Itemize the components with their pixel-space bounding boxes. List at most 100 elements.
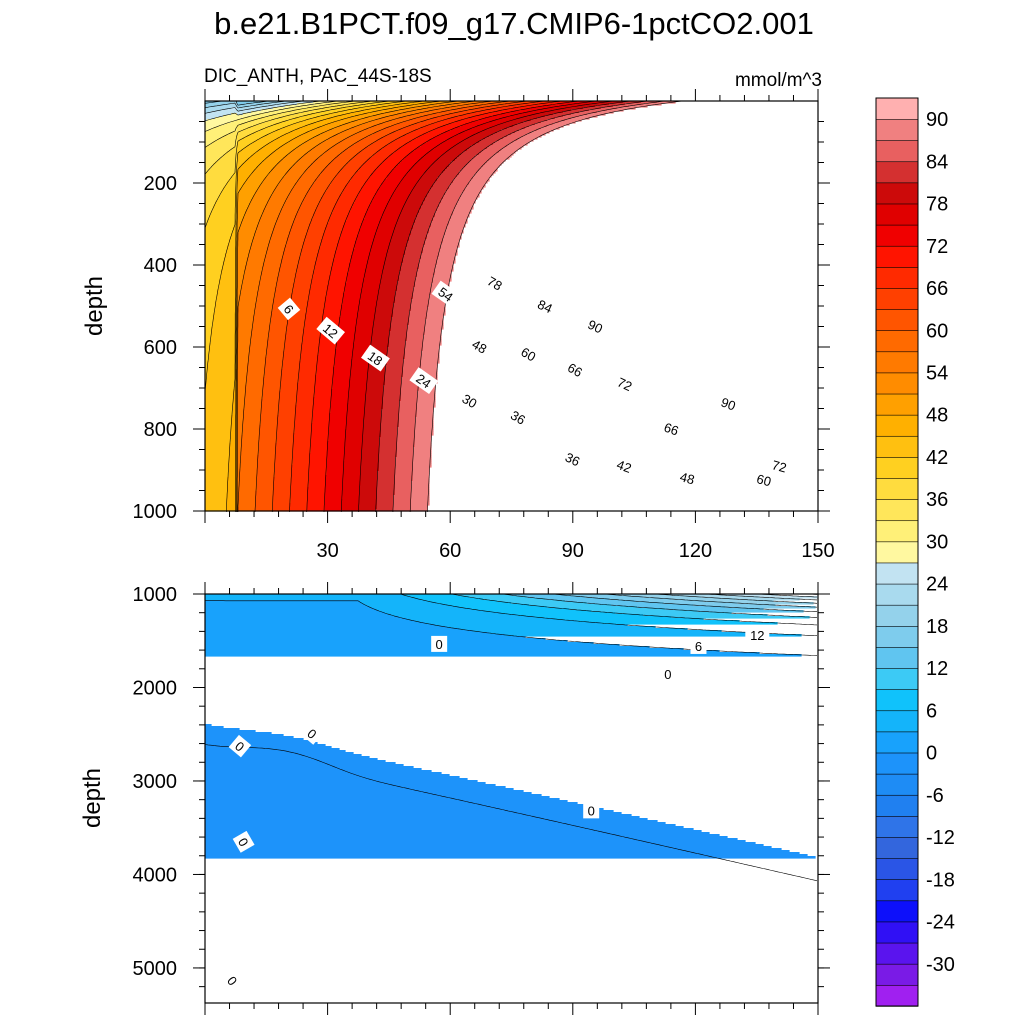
contour-cell [473, 177, 490, 180]
contour-cell [205, 237, 232, 240]
contour-cell [343, 297, 362, 300]
contour-cell [239, 301, 258, 304]
contour-cell [407, 155, 426, 158]
contour-cell [275, 187, 294, 190]
contour-cell [413, 291, 432, 294]
contour-cell [397, 439, 416, 442]
contour-cell [205, 157, 222, 160]
contour-cell [393, 309, 412, 312]
contour-cell [355, 333, 374, 336]
contour-cell [241, 465, 258, 468]
contour-cell [343, 469, 362, 472]
contour-cell [359, 509, 376, 512]
contour-cell [237, 491, 240, 494]
contour-cell [281, 373, 300, 376]
contour-cell [469, 117, 486, 120]
contour-cell [303, 143, 320, 146]
contour-cell [405, 175, 424, 178]
contour-cell [205, 806, 596, 809]
contour-cell [237, 335, 252, 338]
contour-cell [205, 159, 220, 162]
contour-cell [305, 125, 324, 128]
contour-cell [317, 363, 336, 366]
contour-cell [333, 369, 352, 372]
contour-cell [291, 293, 310, 296]
contour-cell [237, 209, 248, 212]
contour-cell [239, 189, 258, 192]
contour-cell [205, 828, 694, 831]
contour-cell [417, 403, 436, 406]
contour-cell [379, 437, 398, 440]
contour-cell [205, 219, 208, 222]
contour-cell [255, 503, 274, 506]
contour-cell [437, 209, 454, 212]
contour-cell [339, 195, 358, 198]
contour-cell [411, 299, 430, 302]
contour-cell [205, 295, 218, 298]
contour-cell [423, 133, 442, 136]
contour-cell [525, 105, 544, 108]
contour-cell [279, 215, 296, 218]
contour-cell [391, 125, 410, 128]
contour-cell [273, 491, 292, 494]
contour-cell [319, 175, 336, 178]
contour-cell [425, 327, 444, 330]
contour-cell [403, 369, 422, 372]
contour-cell [339, 197, 358, 200]
contour-cell [417, 411, 434, 414]
contour-cell [205, 291, 218, 294]
contour-cell [319, 343, 338, 346]
contour-cell [205, 447, 230, 450]
contour-cell [365, 161, 384, 164]
contour-cell [351, 359, 370, 362]
contour-cell [279, 117, 296, 120]
contour-cell [417, 137, 434, 140]
contour-cell [401, 399, 418, 402]
contour-cell [311, 219, 330, 222]
contour-cell [243, 277, 262, 280]
contour-cell [313, 213, 332, 216]
contour-cell [205, 437, 232, 440]
contour-cell [411, 485, 430, 488]
contour-cell [237, 389, 246, 392]
contour-cell [335, 349, 354, 352]
contour-cell [241, 435, 260, 438]
contour-cell [513, 119, 532, 122]
contour-cell [323, 125, 340, 128]
contour-label: 0 [431, 635, 448, 652]
contour-label: 0 [583, 802, 600, 819]
contour-cell [211, 329, 238, 332]
contour-cell [417, 109, 434, 112]
contour-cell [205, 509, 228, 512]
contour-cell [205, 784, 496, 787]
contour-cell [347, 101, 366, 104]
contour-cell [247, 135, 266, 138]
contour-cell [313, 407, 332, 410]
contour-cell [395, 479, 414, 482]
contour-cell [363, 433, 382, 436]
contour-cell [265, 261, 282, 264]
contour-cell [231, 149, 238, 152]
contour-cell [213, 205, 238, 208]
contour-cell [353, 357, 370, 360]
contour-cell [405, 253, 422, 256]
contour-cell [263, 379, 282, 382]
contour-cell [415, 427, 434, 430]
contour-cell [301, 105, 320, 108]
contour-cell [293, 435, 312, 438]
contour-cell [343, 227, 362, 230]
contour-cell [255, 499, 274, 502]
contour-cell [289, 313, 306, 316]
contour-cell [379, 441, 398, 444]
contour-cell [413, 475, 430, 478]
contour-cell [307, 497, 326, 500]
contour-cell [291, 483, 310, 486]
contour-cell [327, 295, 344, 298]
contour-cell [267, 353, 284, 356]
contour-cell [345, 443, 364, 446]
contour-cell [291, 225, 310, 228]
contour-cell [207, 361, 238, 364]
contour-cell [239, 503, 256, 506]
contour-cell [375, 119, 394, 122]
contour-cell [329, 429, 346, 432]
